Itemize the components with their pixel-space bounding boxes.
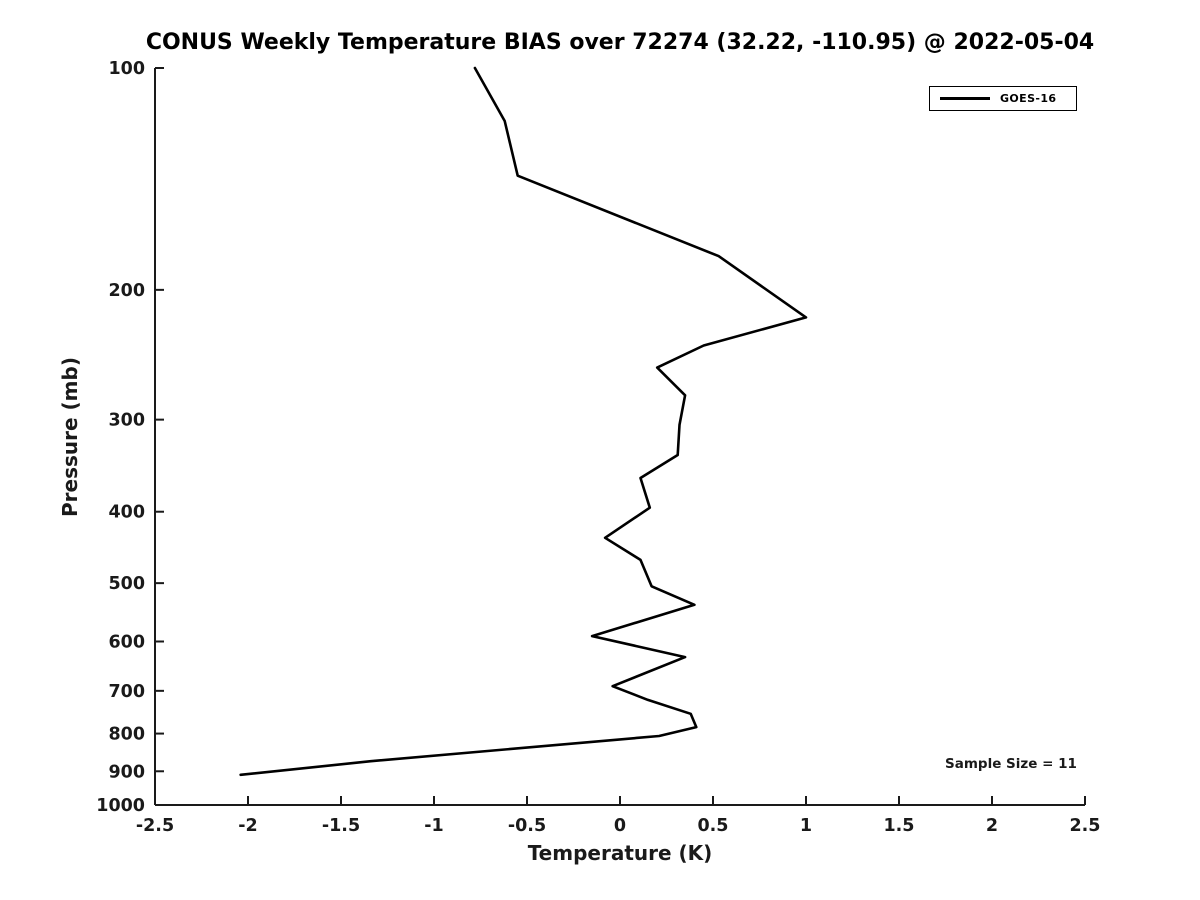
- y-tick-label: 800: [108, 725, 145, 745]
- x-axis-label: Temperature (K): [527, 841, 713, 865]
- sample-size-label: Sample Size = 11: [945, 756, 1077, 772]
- x-tick-label: -1: [424, 816, 443, 836]
- y-tick-label: 900: [108, 762, 145, 782]
- x-tick-label: -1.5: [322, 816, 360, 836]
- x-tick-label: 2: [986, 816, 998, 836]
- x-tick-label: 0.5: [697, 816, 728, 836]
- y-tick-label: 200: [108, 281, 145, 301]
- y-tick-label: 500: [108, 574, 145, 594]
- legend-line-sample-icon: [940, 97, 990, 100]
- x-tick-label: -2.5: [136, 816, 174, 836]
- x-tick-label: -0.5: [508, 816, 546, 836]
- x-tick-label: -2: [238, 816, 257, 836]
- y-tick-label: 300: [108, 411, 145, 431]
- y-tick-label: 700: [108, 682, 145, 702]
- x-tick-label: 1.5: [883, 816, 914, 836]
- y-tick-label: 600: [108, 632, 145, 652]
- x-tick-label: 2.5: [1069, 816, 1100, 836]
- x-tick-label: 1: [800, 816, 812, 836]
- legend: GOES-16: [929, 86, 1077, 111]
- y-tick-label: 400: [108, 503, 145, 523]
- chart-title: CONUS Weekly Temperature BIAS over 72274…: [145, 30, 1095, 55]
- x-tick-label: 0: [614, 816, 626, 836]
- legend-label: GOES-16: [1000, 92, 1057, 105]
- y-tick-label: 1000: [96, 796, 145, 816]
- y-tick-label: 100: [108, 59, 145, 79]
- bias-profile-line: [239, 66, 808, 777]
